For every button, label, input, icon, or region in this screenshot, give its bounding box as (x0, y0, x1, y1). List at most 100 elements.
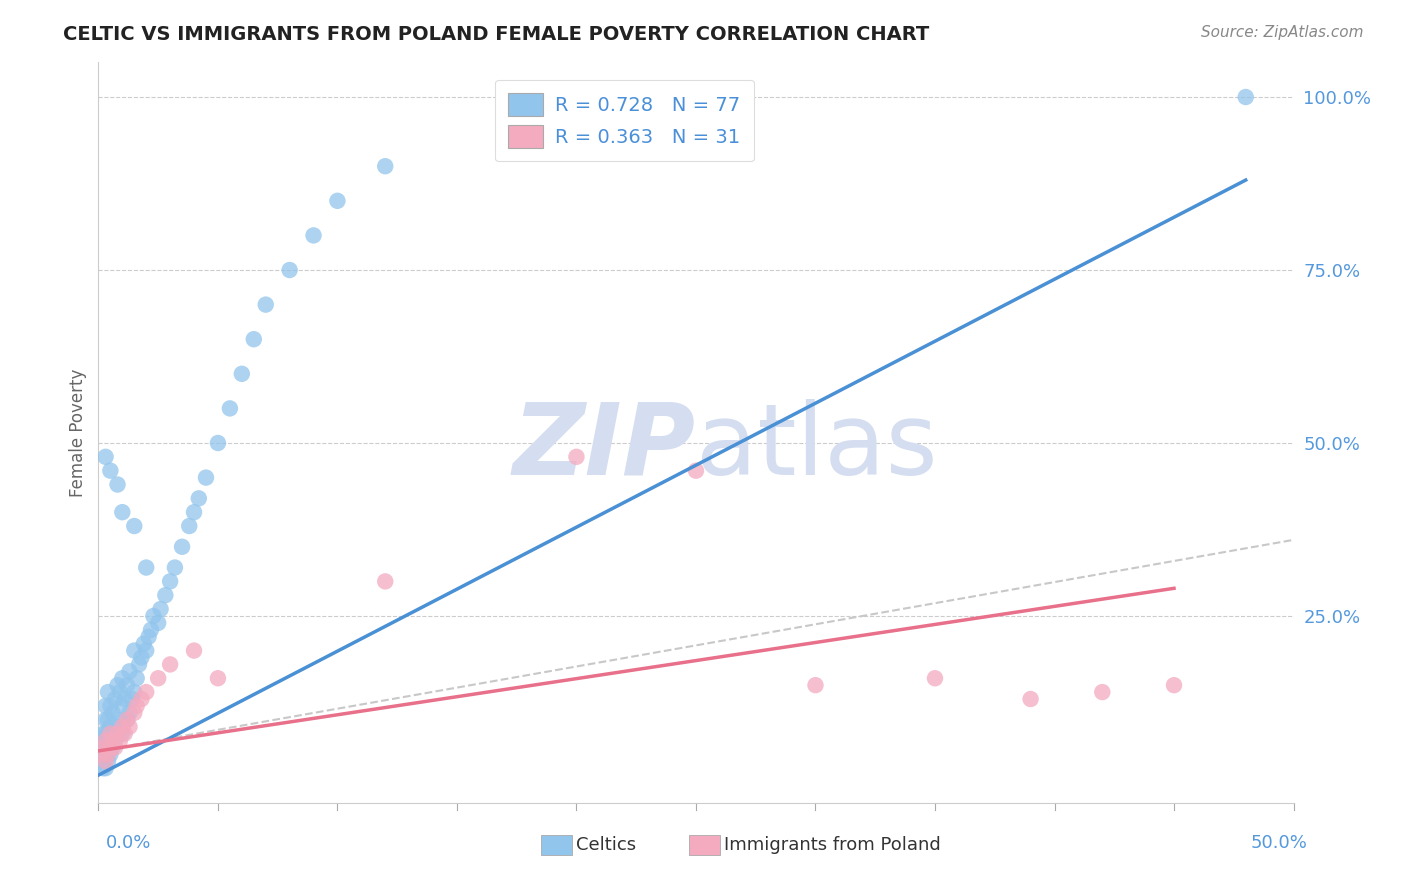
Text: Source: ZipAtlas.com: Source: ZipAtlas.com (1201, 25, 1364, 40)
Point (114, 692, 136, 706)
Point (104, 692, 127, 706)
Point (101, 733, 124, 747)
Point (107, 713, 129, 727)
Point (91, 747, 114, 762)
Point (1234, 90, 1257, 104)
Point (111, 698, 134, 713)
Point (138, 630, 160, 644)
Point (207, 436, 229, 450)
Point (135, 643, 157, 657)
Point (98, 464, 122, 478)
Point (231, 367, 253, 381)
Point (115, 713, 138, 727)
Point (108, 733, 131, 747)
Point (98, 740, 122, 755)
Text: Celtics: Celtics (576, 836, 637, 854)
Point (131, 650, 153, 665)
Point (124, 706, 146, 720)
Point (101, 706, 124, 720)
Point (94, 754, 117, 768)
Point (91, 726, 114, 740)
Point (1019, 692, 1042, 706)
Point (91, 761, 114, 775)
Point (302, 228, 325, 243)
Point (374, 159, 396, 173)
Point (183, 643, 205, 657)
Text: Immigrants from Poland: Immigrants from Poland (724, 836, 941, 854)
Point (90, 747, 112, 762)
Point (804, 678, 827, 692)
Point (104, 720, 127, 734)
Point (97, 747, 120, 762)
Point (565, 450, 588, 464)
Point (195, 470, 218, 484)
Point (97, 740, 120, 755)
Point (685, 464, 707, 478)
Point (118, 720, 141, 734)
Point (101, 726, 124, 740)
Point (111, 505, 134, 519)
Text: CELTIC VS IMMIGRANTS FROM POLAND FEMALE POVERTY CORRELATION CHART: CELTIC VS IMMIGRANTS FROM POLAND FEMALE … (63, 25, 929, 44)
Point (326, 194, 349, 208)
Point (114, 726, 136, 740)
Point (94, 726, 117, 740)
Point (98, 747, 122, 762)
Point (243, 332, 266, 346)
Point (121, 692, 143, 706)
Point (148, 671, 170, 685)
Point (187, 491, 209, 506)
Point (124, 685, 146, 699)
Point (155, 588, 177, 602)
Point (135, 560, 157, 574)
Text: 50.0%: 50.0% (1251, 834, 1308, 852)
Point (254, 297, 277, 311)
Point (219, 401, 242, 416)
Point (128, 657, 150, 672)
Point (101, 740, 124, 755)
Point (94, 733, 117, 747)
Point (135, 685, 157, 699)
Point (94, 713, 117, 727)
Point (172, 540, 194, 554)
Point (125, 698, 148, 713)
Point (148, 615, 170, 630)
Point (97, 713, 120, 727)
Point (139, 623, 162, 637)
Y-axis label: Female Poverty: Female Poverty (69, 368, 87, 497)
Point (97, 754, 120, 768)
Point (107, 726, 129, 740)
Point (118, 665, 141, 679)
Point (163, 560, 186, 574)
Text: ZIP: ZIP (513, 399, 696, 496)
Point (91, 733, 114, 747)
Point (90, 740, 112, 755)
Point (94, 761, 117, 775)
Point (104, 740, 127, 755)
Point (125, 671, 148, 685)
Point (118, 706, 141, 720)
Point (94, 698, 117, 713)
Point (111, 726, 134, 740)
Point (94, 747, 117, 762)
Point (107, 477, 129, 491)
Point (1163, 678, 1185, 692)
Point (107, 726, 129, 740)
Point (90, 754, 112, 768)
Point (278, 263, 301, 277)
Point (107, 678, 129, 692)
Legend: R = 0.728   N = 77, R = 0.363   N = 31: R = 0.728 N = 77, R = 0.363 N = 31 (495, 79, 754, 161)
Point (94, 740, 117, 755)
Point (97, 685, 120, 699)
Point (94, 450, 117, 464)
Point (142, 609, 165, 624)
Point (104, 733, 127, 747)
Point (159, 574, 181, 589)
Point (98, 720, 122, 734)
Text: atlas: atlas (696, 399, 938, 496)
Point (124, 643, 146, 657)
Point (131, 692, 153, 706)
Point (124, 519, 146, 533)
Point (924, 671, 946, 685)
Point (98, 733, 122, 747)
Point (97, 726, 120, 740)
